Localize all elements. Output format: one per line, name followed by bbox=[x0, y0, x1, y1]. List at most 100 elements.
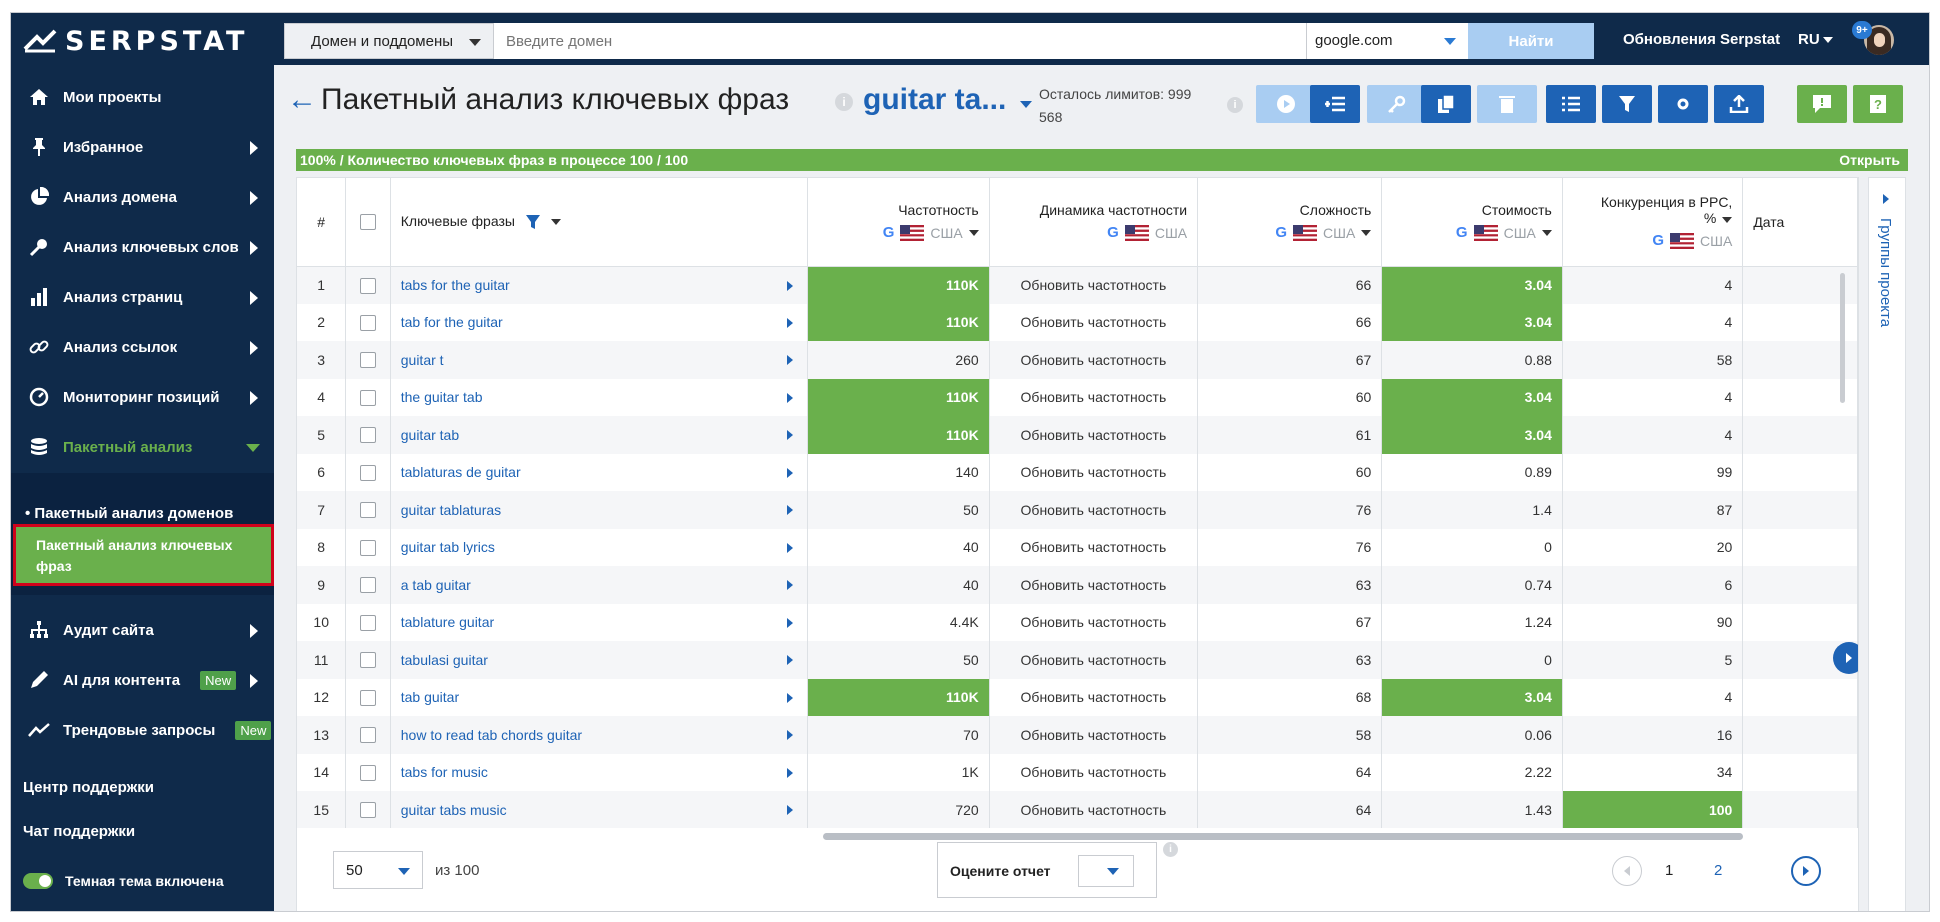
row-checkbox[interactable] bbox=[360, 764, 377, 781]
keyword-link[interactable]: a tab guitar bbox=[390, 566, 809, 604]
keyword-link[interactable]: tab guitar bbox=[390, 678, 809, 716]
search-engine-select[interactable]: google.com bbox=[1306, 23, 1468, 59]
row-checkbox[interactable] bbox=[360, 427, 377, 444]
keyword-link[interactable]: guitar t bbox=[390, 341, 809, 379]
row-checkbox[interactable] bbox=[360, 689, 377, 706]
row-checkbox[interactable] bbox=[360, 389, 377, 406]
page-2[interactable]: 2 bbox=[1714, 862, 1723, 879]
keyword-link[interactable]: guitar tabs music bbox=[390, 791, 809, 828]
per-page-select[interactable]: 50 bbox=[333, 851, 423, 889]
select-all-checkbox[interactable] bbox=[360, 214, 377, 231]
update-frequency-link[interactable]: Обновить частотность bbox=[989, 566, 1199, 604]
update-frequency-link[interactable]: Обновить частотность bbox=[989, 791, 1199, 828]
keyword-link[interactable]: the guitar tab bbox=[390, 378, 809, 416]
expand-arrow-icon[interactable] bbox=[787, 655, 794, 665]
prev-page-button[interactable] bbox=[1612, 856, 1642, 886]
update-frequency-link[interactable]: Обновить частотность bbox=[989, 341, 1199, 379]
dark-theme-toggle[interactable]: Темная тема включена bbox=[23, 873, 224, 889]
support-center-link[interactable]: Центр поддержки bbox=[23, 779, 154, 796]
row-checkbox[interactable] bbox=[360, 277, 377, 294]
row-checkbox[interactable] bbox=[360, 652, 377, 669]
key-button[interactable] bbox=[1367, 85, 1427, 123]
info-icon[interactable]: i bbox=[1227, 97, 1243, 113]
sidebar-item-domain-analysis[interactable]: Анализ домена bbox=[11, 177, 274, 217]
expand-arrow-icon[interactable] bbox=[787, 430, 794, 440]
update-frequency-link[interactable]: Обновить частотность bbox=[989, 266, 1199, 304]
domain-mode-select[interactable]: Домен и поддомены bbox=[284, 23, 494, 59]
update-frequency-link[interactable]: Обновить частотность bbox=[989, 378, 1199, 416]
expand-arrow-icon[interactable] bbox=[787, 542, 794, 553]
sidebar-subitem-batch-keywords[interactable]: Пакетный анализ ключевых фраз bbox=[13, 524, 274, 586]
expand-arrow-icon[interactable] bbox=[787, 355, 794, 365]
sidebar-item-rank-tracking[interactable]: Мониторинг позиций bbox=[11, 377, 274, 417]
keyword-link[interactable]: tablature guitar bbox=[390, 603, 809, 641]
column-header-keywords[interactable]: Ключевые фразы bbox=[390, 178, 809, 267]
open-link[interactable]: Открыть bbox=[1839, 152, 1900, 168]
sidebar-item-ai-content[interactable]: AI для контента New bbox=[11, 660, 274, 700]
add-keywords-button[interactable] bbox=[1310, 85, 1360, 123]
sidebar-item-page-analysis[interactable]: Анализ страниц bbox=[11, 277, 274, 317]
info-icon[interactable]: i bbox=[1163, 842, 1178, 857]
expand-arrow-icon[interactable] bbox=[787, 467, 794, 478]
row-checkbox[interactable] bbox=[360, 539, 377, 556]
vertical-scrollbar[interactable] bbox=[1840, 273, 1845, 403]
copy-button[interactable] bbox=[1421, 85, 1471, 123]
sidebar-item-site-audit[interactable]: Аудит сайта bbox=[11, 610, 274, 650]
sidebar-item-keyword-analysis[interactable]: Анализ ключевых слов bbox=[11, 227, 274, 267]
rating-select[interactable] bbox=[1078, 855, 1134, 887]
update-frequency-link[interactable]: Обновить частотность bbox=[989, 716, 1199, 754]
columns-button[interactable] bbox=[1546, 85, 1596, 123]
update-frequency-link[interactable]: Обновить частотность bbox=[989, 753, 1199, 791]
expand-arrow-icon[interactable] bbox=[787, 317, 794, 328]
sidebar-item-projects[interactable]: Мои проекты bbox=[11, 77, 274, 117]
feedback-button[interactable] bbox=[1797, 85, 1847, 123]
keyword-link[interactable]: guitar tab lyrics bbox=[390, 528, 809, 566]
back-arrow-icon[interactable]: ← bbox=[287, 83, 317, 116]
play-button[interactable] bbox=[1256, 85, 1316, 123]
expand-arrow-icon[interactable] bbox=[787, 730, 794, 740]
language-select[interactable]: RU bbox=[1798, 31, 1833, 48]
row-checkbox[interactable] bbox=[360, 802, 377, 819]
page-1[interactable]: 1 bbox=[1665, 862, 1674, 879]
row-checkbox[interactable] bbox=[360, 577, 377, 594]
keyword-link[interactable]: how to read tab chords guitar bbox=[390, 716, 809, 754]
expand-arrow-icon[interactable] bbox=[787, 767, 794, 778]
update-frequency-link[interactable]: Обновить частотность bbox=[989, 603, 1199, 641]
expand-arrow-icon[interactable] bbox=[787, 692, 794, 703]
scroll-right-button[interactable] bbox=[1833, 642, 1858, 674]
update-frequency-link[interactable]: Обновить частотность bbox=[989, 303, 1199, 341]
update-frequency-link[interactable]: Обновить частотность bbox=[989, 678, 1199, 716]
logo[interactable]: SERPSTAT bbox=[23, 26, 248, 57]
project-groups-tab[interactable]: Группы проекта bbox=[1868, 177, 1906, 911]
expand-arrow-icon[interactable] bbox=[787, 580, 794, 590]
column-header-date[interactable]: Дата bbox=[1742, 178, 1858, 267]
expand-arrow-icon[interactable] bbox=[787, 805, 794, 815]
project-select[interactable]: guitar ta... bbox=[863, 83, 1007, 116]
row-checkbox[interactable] bbox=[360, 614, 377, 631]
info-icon[interactable]: i bbox=[835, 93, 853, 111]
settings-button[interactable] bbox=[1658, 85, 1708, 123]
column-header-cost[interactable]: Стоимость G США bbox=[1381, 178, 1563, 267]
keyword-link[interactable]: tab for the guitar bbox=[390, 303, 809, 341]
help-button[interactable]: ? bbox=[1853, 85, 1903, 123]
toggle-switch[interactable] bbox=[23, 873, 53, 889]
support-chat-link[interactable]: Чат поддержки bbox=[23, 823, 136, 840]
filter-button[interactable] bbox=[1602, 85, 1652, 123]
update-frequency-link[interactable]: Обновить частотность bbox=[989, 453, 1199, 491]
keyword-link[interactable]: tabulasi guitar bbox=[390, 641, 809, 679]
keyword-link[interactable]: tabs for the guitar bbox=[390, 266, 809, 304]
update-frequency-link[interactable]: Обновить частотность bbox=[989, 528, 1199, 566]
keyword-link[interactable]: tabs for music bbox=[390, 753, 809, 791]
row-checkbox[interactable] bbox=[360, 464, 377, 481]
sidebar-item-trends[interactable]: Трендовые запросы New bbox=[11, 710, 274, 750]
updates-link[interactable]: Обновления Serpstat bbox=[1623, 31, 1781, 48]
sidebar-item-link-analysis[interactable]: Анализ ссылок bbox=[11, 327, 274, 367]
notification-badge[interactable]: 9+ bbox=[1852, 21, 1872, 39]
sidebar-subitem-batch-domains[interactable]: • Пакетный анализ доменов bbox=[25, 505, 234, 522]
expand-arrow-icon[interactable] bbox=[787, 505, 794, 515]
expand-arrow-icon[interactable] bbox=[787, 617, 794, 628]
next-page-button[interactable] bbox=[1791, 856, 1821, 886]
domain-input[interactable] bbox=[494, 23, 1306, 59]
row-checkbox[interactable] bbox=[360, 314, 377, 331]
update-frequency-link[interactable]: Обновить частотность bbox=[989, 491, 1199, 529]
